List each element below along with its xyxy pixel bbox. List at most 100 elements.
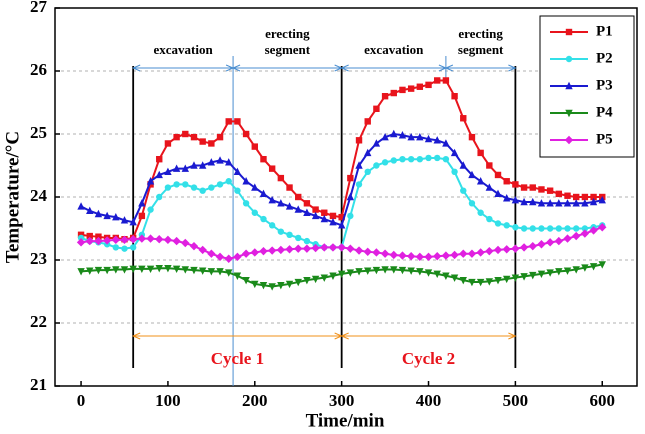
point xyxy=(589,226,598,235)
point xyxy=(190,266,198,275)
cycle-label: Cycle 1 xyxy=(211,349,264,368)
phase-label: excavation xyxy=(154,42,214,57)
point xyxy=(259,189,268,198)
point xyxy=(364,168,371,175)
point xyxy=(198,267,207,275)
point xyxy=(425,154,432,162)
point xyxy=(416,83,424,90)
point xyxy=(86,232,93,240)
phase-label: erecting xyxy=(458,26,503,41)
point xyxy=(294,205,302,213)
legend-label: P3 xyxy=(596,77,613,93)
x-tick-label: 600 xyxy=(590,391,616,410)
point xyxy=(399,86,406,94)
cycle-arrow-head xyxy=(508,332,517,340)
point xyxy=(503,275,511,284)
plot-frame xyxy=(54,7,638,387)
point xyxy=(120,266,129,274)
point xyxy=(303,200,311,207)
point xyxy=(138,212,146,220)
point xyxy=(407,132,415,141)
point xyxy=(303,276,311,285)
cycle-arrow-head xyxy=(131,332,141,340)
point xyxy=(164,167,172,175)
point xyxy=(225,118,232,125)
point xyxy=(407,156,415,163)
point xyxy=(267,246,277,255)
point xyxy=(512,181,519,188)
point xyxy=(468,133,476,141)
point xyxy=(277,228,285,235)
point xyxy=(225,158,233,166)
point xyxy=(189,241,199,251)
point xyxy=(112,266,120,274)
point xyxy=(129,244,137,251)
point xyxy=(285,202,294,210)
point xyxy=(407,267,415,275)
point xyxy=(251,280,259,289)
point xyxy=(442,139,450,147)
point xyxy=(529,197,537,206)
point xyxy=(216,268,224,276)
point xyxy=(329,212,337,220)
point xyxy=(242,200,250,207)
point xyxy=(503,222,510,229)
point xyxy=(173,133,180,141)
point xyxy=(355,268,363,276)
point xyxy=(181,266,189,274)
point xyxy=(520,225,528,232)
point xyxy=(199,187,206,194)
point xyxy=(94,266,103,275)
point xyxy=(320,243,329,252)
point xyxy=(242,177,250,185)
point xyxy=(207,249,216,258)
point xyxy=(260,215,267,223)
legend-marker xyxy=(565,109,573,118)
legend-label: P5 xyxy=(596,131,613,147)
point xyxy=(564,192,571,199)
legend-marker xyxy=(565,28,573,36)
point xyxy=(434,154,441,162)
point xyxy=(528,241,537,251)
point xyxy=(390,266,398,274)
point xyxy=(182,130,189,138)
phase-arrow-head xyxy=(340,64,349,72)
point xyxy=(259,282,268,290)
phase-label: erecting xyxy=(265,26,310,41)
point xyxy=(302,244,312,253)
point xyxy=(538,225,545,232)
point xyxy=(381,266,389,274)
point xyxy=(129,218,137,226)
legend-marker xyxy=(564,135,574,145)
point xyxy=(450,148,459,157)
point xyxy=(546,187,554,194)
legend-marker xyxy=(565,55,573,63)
point xyxy=(138,199,146,207)
point xyxy=(216,133,224,141)
point xyxy=(277,282,285,290)
point xyxy=(546,225,554,232)
point xyxy=(329,218,337,226)
x-tick-label: 400 xyxy=(416,391,442,410)
point xyxy=(155,235,164,244)
point xyxy=(485,278,494,286)
point xyxy=(233,167,242,175)
point xyxy=(424,269,433,277)
point xyxy=(225,178,232,185)
point xyxy=(485,183,494,191)
point xyxy=(399,156,406,163)
point xyxy=(112,212,120,221)
point xyxy=(285,245,294,254)
point xyxy=(572,225,580,232)
point xyxy=(364,118,371,125)
point xyxy=(303,237,311,245)
point xyxy=(225,269,233,277)
point xyxy=(477,209,484,216)
point xyxy=(260,156,267,163)
point xyxy=(103,211,111,220)
point xyxy=(450,250,459,260)
point xyxy=(546,199,554,207)
point xyxy=(425,81,432,89)
point xyxy=(416,132,424,141)
point xyxy=(347,212,354,220)
